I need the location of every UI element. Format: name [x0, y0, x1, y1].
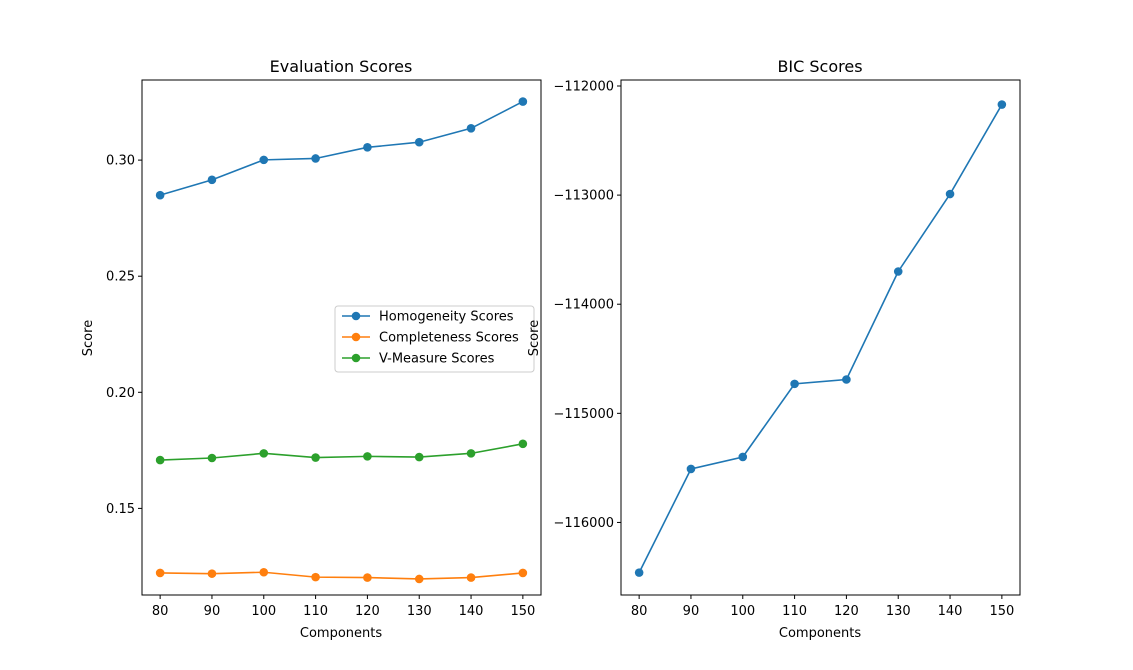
- y-axis-label: Score: [81, 320, 96, 356]
- y-ticks: 0.15 0.20 0.25 0.30: [106, 154, 142, 517]
- legend-marker: [351, 332, 361, 342]
- data-point: [466, 573, 476, 582]
- y-tick-label: 0.25: [106, 270, 135, 285]
- legend-marker: [351, 353, 361, 363]
- bic-scores-axes: BIC Scores 80 90 100 110 120 130 140 150 −11600…: [527, 57, 1021, 641]
- x-tick-label: 120: [355, 604, 380, 619]
- data-point: [518, 568, 528, 578]
- x-axis-label: Components: [779, 626, 861, 641]
- chart-title: BIC Scores: [777, 57, 862, 76]
- legend-box: [334, 305, 535, 373]
- y-tick-label: 0.30: [106, 154, 135, 169]
- data-point: [363, 143, 372, 152]
- y-ticks: −116000 −115000 −114000 −113000 −112000: [553, 80, 621, 531]
- data-point: [893, 267, 903, 276]
- data-point: [363, 452, 372, 461]
- y-tick-label: 0.20: [106, 386, 135, 401]
- data-point: [155, 190, 165, 200]
- y-tick-label: −113000: [553, 189, 614, 204]
- data-point: [997, 100, 1007, 109]
- plot-area: [634, 100, 1007, 577]
- x-tick-label: 80: [152, 604, 169, 619]
- series-line: [159, 100, 524, 196]
- data-point: [259, 567, 269, 577]
- series-line: [638, 104, 1003, 573]
- data-point: [466, 449, 476, 458]
- data-point: [207, 175, 217, 185]
- y-tick-label: −115000: [553, 407, 614, 422]
- x-tick-label: 120: [834, 604, 859, 619]
- data-point: [686, 464, 696, 474]
- y-axis-label: Score: [527, 320, 542, 356]
- x-tick-label: 90: [683, 604, 700, 619]
- x-tick-label: 100: [251, 604, 276, 619]
- y-tick-label: −116000: [553, 516, 614, 531]
- series-line: [160, 571, 523, 580]
- x-ticks: 80 90 100 110 120 130 140 150: [631, 595, 1014, 619]
- data-point: [414, 137, 424, 147]
- axes-frame: [620, 79, 1021, 596]
- y-tick-label: −112000: [553, 80, 614, 95]
- legend-label: Completeness Scores: [379, 331, 519, 346]
- legend-marker: [351, 311, 361, 321]
- data-point: [155, 455, 165, 465]
- data-point: [466, 123, 476, 133]
- data-point: [311, 154, 320, 163]
- data-point: [414, 452, 424, 462]
- data-point: [311, 453, 320, 462]
- plot-area: [155, 97, 528, 584]
- x-tick-label: 140: [459, 604, 484, 619]
- evaluation-scores-axes: Evaluation Scores 80 90 100 110 120 130 140 150…: [81, 57, 542, 641]
- x-axis-label: Components: [300, 626, 382, 641]
- x-tick-label: 90: [204, 604, 221, 619]
- axes-frame: [141, 79, 542, 596]
- y-tick-label: 0.15: [106, 502, 135, 517]
- data-point: [842, 375, 851, 384]
- x-tick-label: 100: [730, 604, 755, 619]
- x-ticks: 80 90 100 110 120 130 140 150: [152, 595, 535, 619]
- data-point: [414, 574, 424, 584]
- data-point: [518, 439, 528, 449]
- data-point: [259, 155, 269, 165]
- data-point: [518, 97, 528, 106]
- data-point: [634, 568, 644, 577]
- legend-label: Homogeneity Scores: [379, 310, 514, 325]
- data-point: [311, 572, 320, 582]
- x-tick-label: 130: [886, 604, 911, 619]
- data-point: [259, 449, 269, 458]
- data-point: [945, 189, 955, 199]
- series-line: [160, 443, 524, 461]
- x-tick-label: 140: [938, 604, 963, 619]
- x-tick-label: 150: [989, 604, 1014, 619]
- x-tick-label: 110: [782, 604, 807, 619]
- legend: Homogeneity Scores Completeness Scores V-M…: [334, 305, 535, 373]
- x-tick-label: 80: [631, 604, 648, 619]
- x-tick-label: 110: [303, 604, 328, 619]
- chart-title: Evaluation Scores: [270, 57, 413, 76]
- legend-label: V-Measure Scores: [379, 352, 495, 367]
- data-point: [155, 568, 165, 578]
- x-tick-label: 130: [407, 604, 432, 619]
- data-point: [738, 452, 748, 462]
- data-point: [790, 379, 799, 389]
- data-point: [207, 453, 217, 463]
- y-tick-label: −114000: [553, 298, 614, 313]
- x-tick-label: 150: [510, 604, 535, 619]
- data-point: [207, 569, 217, 578]
- data-point: [363, 573, 372, 582]
